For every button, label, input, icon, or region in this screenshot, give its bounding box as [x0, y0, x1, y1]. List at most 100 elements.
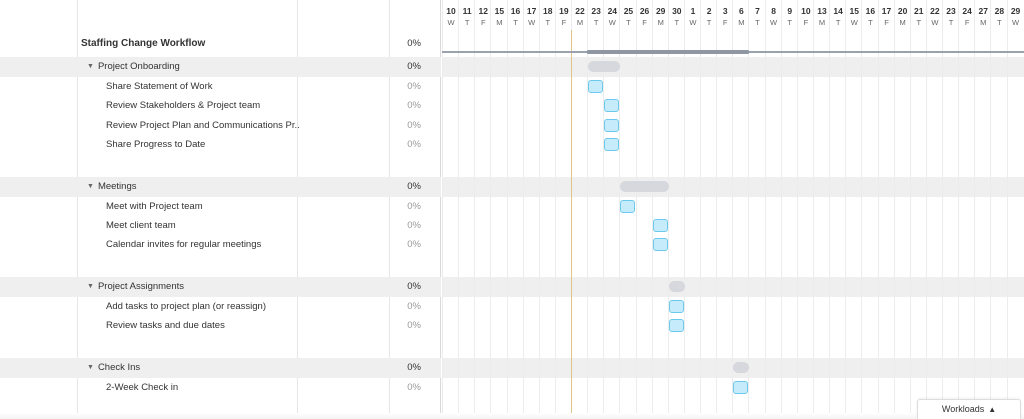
weekday-letter: F — [722, 18, 728, 27]
task-row[interactable]: Share Progress to Date 0% — [0, 135, 441, 155]
task-row[interactable]: Review Project Plan and Communications P… — [0, 116, 441, 136]
weekday-letter: W — [689, 18, 697, 27]
day-number: 22 — [930, 6, 940, 16]
task-name[interactable]: Meet client team — [106, 220, 176, 231]
project-row[interactable]: Staffing Change Workflow 0% — [0, 34, 441, 54]
task-bar[interactable] — [604, 99, 619, 112]
task-bar[interactable] — [588, 80, 603, 93]
task-percent: 0% — [407, 201, 421, 212]
day-number: 14 — [833, 6, 843, 16]
weekday-letter: T — [916, 18, 922, 27]
task-bar[interactable] — [620, 200, 635, 213]
group-name[interactable]: Project Assignments — [97, 281, 185, 292]
caret-down-icon[interactable]: ▼ — [87, 183, 94, 190]
task-name[interactable]: Add tasks to project plan (or reassign) — [106, 301, 266, 312]
weekday-letter: W — [850, 18, 858, 27]
group-name[interactable]: Project Onboarding — [97, 61, 180, 72]
project-name[interactable]: Staffing Change Workflow — [81, 38, 206, 49]
date-column: 29 W — [1006, 0, 1023, 419]
date-column: 17 F — [877, 0, 894, 419]
task-row[interactable]: Add tasks to project plan (or reassign) … — [0, 297, 441, 317]
weekday-letter: F — [480, 18, 486, 27]
group-name[interactable]: Check Ins — [97, 362, 141, 373]
weekday-letter: T — [545, 18, 551, 27]
caret-down-icon[interactable]: ▼ — [87, 63, 94, 70]
task-bar[interactable] — [653, 238, 668, 251]
group-bar[interactable] — [733, 362, 749, 373]
weekday-letter: F — [803, 18, 809, 27]
task-name[interactable]: Share Progress to Date — [106, 139, 206, 150]
task-bar[interactable] — [604, 119, 619, 132]
task-bar[interactable] — [653, 219, 668, 232]
day-number: 29 — [1010, 6, 1021, 16]
date-column: 12 F — [474, 0, 490, 419]
task-list-panel: Staffing Change Workflow 0% ▼ Project Onb… — [0, 0, 441, 419]
bottom-edge — [0, 413, 1024, 419]
weekday-letter: T — [755, 18, 760, 27]
task-name[interactable]: Review tasks and due dates — [106, 320, 225, 331]
task-name[interactable]: Share Statement of Work — [106, 81, 213, 92]
triangle-up-icon: ▲ — [988, 405, 997, 414]
weekday-letter: W — [528, 18, 536, 27]
task-name[interactable]: Meet with Project team — [106, 201, 203, 212]
date-column: 15 W — [845, 0, 861, 419]
day-number: 16 — [865, 6, 876, 16]
task-name[interactable]: 2-Week Check in — [106, 382, 179, 393]
weekday-letter: T — [868, 18, 873, 27]
task-row[interactable]: Meet with Project team 0% — [0, 197, 441, 217]
weekday-letter: M — [496, 18, 503, 27]
date-column: 30 T — [667, 0, 684, 419]
task-row[interactable]: Calendar invites for regular meetings 0% — [0, 235, 441, 255]
project-summary-bar[interactable] — [587, 50, 749, 54]
task-bar[interactable] — [733, 381, 748, 394]
task-row[interactable]: Review tasks and due dates 0% — [0, 316, 441, 336]
day-number: 20 — [897, 6, 908, 16]
weekday-letter: F — [884, 18, 889, 27]
task-percent: 0% — [407, 301, 421, 312]
task-bar[interactable] — [604, 138, 619, 151]
caret-down-icon[interactable]: ▼ — [87, 283, 94, 290]
group-bar[interactable] — [620, 181, 669, 192]
date-column: 26 F — [635, 0, 652, 419]
group-name[interactable]: Meetings — [97, 181, 137, 192]
group-row-project-assignments[interactable]: ▼ Project Assignments 0% — [0, 277, 441, 297]
date-column: 11 T — [458, 0, 474, 419]
today-marker — [571, 30, 572, 419]
task-row[interactable]: Share Statement of Work 0% — [0, 77, 441, 97]
group-row-meetings[interactable]: ▼ Meetings 0% — [0, 177, 441, 197]
task-bar[interactable] — [669, 300, 684, 313]
date-column: 23 T — [587, 0, 603, 419]
weekday-letter: M — [576, 18, 584, 27]
gantt-timeline[interactable]: 10 W 11 T 12 F 15 M 16 T 17 W 18 T 19 F 22 M 23 T 24 W 25 T 26 F 2… — [442, 0, 1024, 419]
task-row[interactable]: Meet client team 0% — [0, 216, 441, 236]
day-number: 18 — [543, 6, 553, 16]
task-row[interactable]: 2-Week Check in 0% — [0, 378, 441, 398]
workloads-tab[interactable]: Workloads ▲ — [917, 399, 1021, 419]
weekday-letter: T — [706, 18, 712, 27]
task-name[interactable]: Calendar invites for regular meetings — [106, 239, 262, 250]
group-row-project-onboarding[interactable]: ▼ Project Onboarding 0% — [0, 57, 441, 77]
weekday-letter: M — [657, 18, 664, 27]
group-bar[interactable] — [669, 281, 685, 292]
weekday-letter: W — [608, 18, 616, 27]
column-divider — [297, 0, 298, 419]
task-row[interactable]: Review Stakeholders & Project team 0% — [0, 96, 441, 116]
day-number: 29 — [655, 6, 666, 16]
task-name[interactable]: Review Project Plan and Communications P… — [106, 120, 299, 131]
caret-down-icon[interactable]: ▼ — [87, 364, 94, 371]
weekday-letter: W — [1012, 18, 1020, 27]
weekday-letter: T — [464, 18, 470, 27]
task-percent: 0% — [407, 382, 421, 393]
day-number: 9 — [787, 6, 793, 16]
group-row-check-ins[interactable]: ▼ Check Ins 0% — [0, 358, 441, 378]
group-bar[interactable] — [588, 61, 620, 72]
weekday-letter: M — [818, 18, 826, 27]
task-bar[interactable] — [669, 319, 684, 332]
group-percent: 0% — [407, 281, 421, 292]
task-name[interactable]: Review Stakeholders & Project team — [106, 100, 261, 111]
task-percent: 0% — [407, 120, 421, 131]
